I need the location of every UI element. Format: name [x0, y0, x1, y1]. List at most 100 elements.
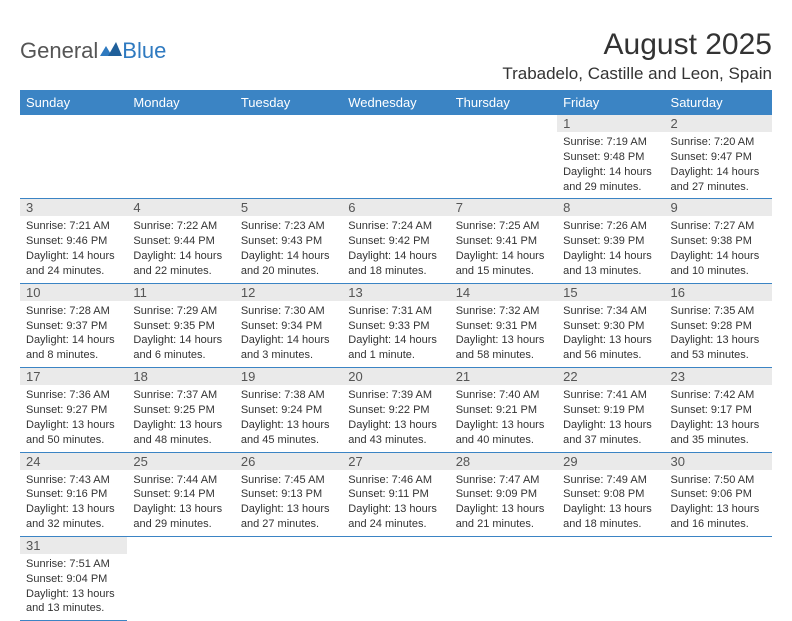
calendar-cell: 27Sunrise: 7:46 AMSunset: 9:11 PMDayligh…	[342, 452, 449, 536]
day-details: Sunrise: 7:42 AMSunset: 9:17 PMDaylight:…	[665, 385, 772, 451]
weekday-header: Monday	[127, 90, 234, 115]
day-number: 29	[557, 453, 664, 470]
weekday-header: Sunday	[20, 90, 127, 115]
day-details: Sunrise: 7:31 AMSunset: 9:33 PMDaylight:…	[342, 301, 449, 367]
calendar-cell: 12Sunrise: 7:30 AMSunset: 9:34 PMDayligh…	[235, 283, 342, 367]
calendar-cell: 11Sunrise: 7:29 AMSunset: 9:35 PMDayligh…	[127, 283, 234, 367]
day-number: 24	[20, 453, 127, 470]
day-details: Sunrise: 7:36 AMSunset: 9:27 PMDaylight:…	[20, 385, 127, 451]
day-number: 16	[665, 284, 772, 301]
day-number: 31	[20, 537, 127, 554]
calendar-cell	[342, 536, 449, 620]
day-details: Sunrise: 7:25 AMSunset: 9:41 PMDaylight:…	[450, 216, 557, 282]
day-details: Sunrise: 7:37 AMSunset: 9:25 PMDaylight:…	[127, 385, 234, 451]
day-number: 14	[450, 284, 557, 301]
day-number: 12	[235, 284, 342, 301]
calendar-cell: 14Sunrise: 7:32 AMSunset: 9:31 PMDayligh…	[450, 283, 557, 367]
day-number: 11	[127, 284, 234, 301]
calendar-cell	[450, 115, 557, 199]
calendar-cell: 30Sunrise: 7:50 AMSunset: 9:06 PMDayligh…	[665, 452, 772, 536]
day-number: 4	[127, 199, 234, 216]
calendar-cell: 18Sunrise: 7:37 AMSunset: 9:25 PMDayligh…	[127, 368, 234, 452]
month-title: August 2025	[502, 28, 772, 62]
calendar-cell: 8Sunrise: 7:26 AMSunset: 9:39 PMDaylight…	[557, 199, 664, 283]
day-number: 26	[235, 453, 342, 470]
calendar-body: 1Sunrise: 7:19 AMSunset: 9:48 PMDaylight…	[20, 115, 772, 621]
day-number: 28	[450, 453, 557, 470]
day-details: Sunrise: 7:43 AMSunset: 9:16 PMDaylight:…	[20, 470, 127, 536]
day-details: Sunrise: 7:45 AMSunset: 9:13 PMDaylight:…	[235, 470, 342, 536]
calendar-cell: 2Sunrise: 7:20 AMSunset: 9:47 PMDaylight…	[665, 115, 772, 199]
calendar-cell	[235, 115, 342, 199]
weekday-header: Thursday	[450, 90, 557, 115]
location: Trabadelo, Castille and Leon, Spain	[502, 64, 772, 84]
logo-text-general: General	[20, 38, 98, 64]
day-number: 20	[342, 368, 449, 385]
calendar-table: SundayMondayTuesdayWednesdayThursdayFrid…	[20, 90, 772, 621]
day-number: 6	[342, 199, 449, 216]
calendar-cell: 13Sunrise: 7:31 AMSunset: 9:33 PMDayligh…	[342, 283, 449, 367]
calendar-cell	[342, 115, 449, 199]
calendar-cell: 26Sunrise: 7:45 AMSunset: 9:13 PMDayligh…	[235, 452, 342, 536]
day-number: 8	[557, 199, 664, 216]
day-number: 21	[450, 368, 557, 385]
calendar-cell: 9Sunrise: 7:27 AMSunset: 9:38 PMDaylight…	[665, 199, 772, 283]
weekday-header: Saturday	[665, 90, 772, 115]
calendar-cell: 5Sunrise: 7:23 AMSunset: 9:43 PMDaylight…	[235, 199, 342, 283]
calendar-cell: 23Sunrise: 7:42 AMSunset: 9:17 PMDayligh…	[665, 368, 772, 452]
day-details: Sunrise: 7:40 AMSunset: 9:21 PMDaylight:…	[450, 385, 557, 451]
day-details: Sunrise: 7:39 AMSunset: 9:22 PMDaylight:…	[342, 385, 449, 451]
weekday-header: Wednesday	[342, 90, 449, 115]
day-details: Sunrise: 7:49 AMSunset: 9:08 PMDaylight:…	[557, 470, 664, 536]
day-details: Sunrise: 7:47 AMSunset: 9:09 PMDaylight:…	[450, 470, 557, 536]
calendar-cell: 15Sunrise: 7:34 AMSunset: 9:30 PMDayligh…	[557, 283, 664, 367]
day-details: Sunrise: 7:32 AMSunset: 9:31 PMDaylight:…	[450, 301, 557, 367]
day-details: Sunrise: 7:23 AMSunset: 9:43 PMDaylight:…	[235, 216, 342, 282]
day-details: Sunrise: 7:24 AMSunset: 9:42 PMDaylight:…	[342, 216, 449, 282]
calendar-cell: 10Sunrise: 7:28 AMSunset: 9:37 PMDayligh…	[20, 283, 127, 367]
day-number: 10	[20, 284, 127, 301]
title-block: August 2025 Trabadelo, Castille and Leon…	[502, 28, 772, 84]
calendar-cell: 22Sunrise: 7:41 AMSunset: 9:19 PMDayligh…	[557, 368, 664, 452]
day-details: Sunrise: 7:28 AMSunset: 9:37 PMDaylight:…	[20, 301, 127, 367]
day-number: 27	[342, 453, 449, 470]
day-number: 30	[665, 453, 772, 470]
logo-flag-icon	[100, 42, 122, 58]
day-details: Sunrise: 7:29 AMSunset: 9:35 PMDaylight:…	[127, 301, 234, 367]
calendar-cell	[665, 536, 772, 620]
day-number: 23	[665, 368, 772, 385]
day-details: Sunrise: 7:38 AMSunset: 9:24 PMDaylight:…	[235, 385, 342, 451]
calendar-cell: 28Sunrise: 7:47 AMSunset: 9:09 PMDayligh…	[450, 452, 557, 536]
calendar-cell	[127, 115, 234, 199]
calendar-cell: 4Sunrise: 7:22 AMSunset: 9:44 PMDaylight…	[127, 199, 234, 283]
calendar-cell: 19Sunrise: 7:38 AMSunset: 9:24 PMDayligh…	[235, 368, 342, 452]
calendar-cell: 24Sunrise: 7:43 AMSunset: 9:16 PMDayligh…	[20, 452, 127, 536]
calendar-cell	[235, 536, 342, 620]
day-details: Sunrise: 7:27 AMSunset: 9:38 PMDaylight:…	[665, 216, 772, 282]
calendar-cell: 6Sunrise: 7:24 AMSunset: 9:42 PMDaylight…	[342, 199, 449, 283]
day-number: 1	[557, 115, 664, 132]
calendar-head: SundayMondayTuesdayWednesdayThursdayFrid…	[20, 90, 772, 115]
calendar-cell: 31Sunrise: 7:51 AMSunset: 9:04 PMDayligh…	[20, 536, 127, 620]
header: General Blue August 2025 Trabadelo, Cast…	[20, 28, 772, 84]
day-number: 7	[450, 199, 557, 216]
calendar-cell: 17Sunrise: 7:36 AMSunset: 9:27 PMDayligh…	[20, 368, 127, 452]
day-details: Sunrise: 7:35 AMSunset: 9:28 PMDaylight:…	[665, 301, 772, 367]
calendar-cell: 3Sunrise: 7:21 AMSunset: 9:46 PMDaylight…	[20, 199, 127, 283]
logo-text-blue: Blue	[122, 38, 166, 64]
day-details: Sunrise: 7:22 AMSunset: 9:44 PMDaylight:…	[127, 216, 234, 282]
calendar-cell: 29Sunrise: 7:49 AMSunset: 9:08 PMDayligh…	[557, 452, 664, 536]
calendar-cell: 20Sunrise: 7:39 AMSunset: 9:22 PMDayligh…	[342, 368, 449, 452]
day-number: 25	[127, 453, 234, 470]
calendar-cell: 7Sunrise: 7:25 AMSunset: 9:41 PMDaylight…	[450, 199, 557, 283]
day-details: Sunrise: 7:44 AMSunset: 9:14 PMDaylight:…	[127, 470, 234, 536]
day-details: Sunrise: 7:51 AMSunset: 9:04 PMDaylight:…	[20, 554, 127, 620]
calendar-cell: 16Sunrise: 7:35 AMSunset: 9:28 PMDayligh…	[665, 283, 772, 367]
calendar-cell: 25Sunrise: 7:44 AMSunset: 9:14 PMDayligh…	[127, 452, 234, 536]
day-details: Sunrise: 7:34 AMSunset: 9:30 PMDaylight:…	[557, 301, 664, 367]
logo: General Blue	[20, 28, 166, 64]
day-details: Sunrise: 7:41 AMSunset: 9:19 PMDaylight:…	[557, 385, 664, 451]
calendar-cell	[20, 115, 127, 199]
calendar-cell: 1Sunrise: 7:19 AMSunset: 9:48 PMDaylight…	[557, 115, 664, 199]
day-details: Sunrise: 7:30 AMSunset: 9:34 PMDaylight:…	[235, 301, 342, 367]
